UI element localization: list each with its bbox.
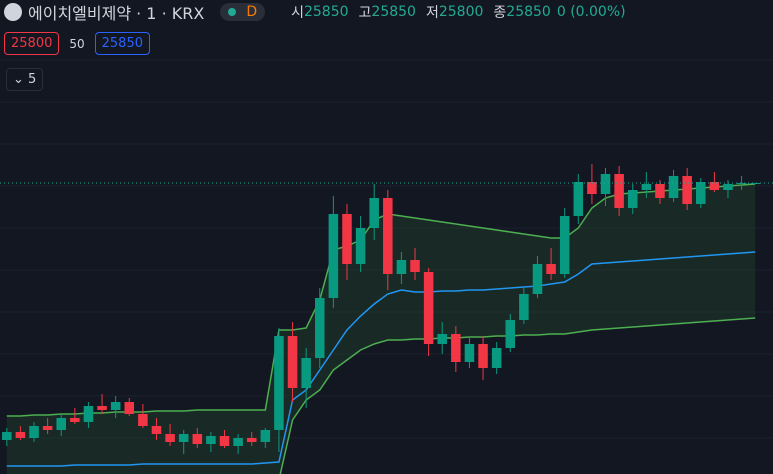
candle-body [178,434,189,442]
candle-body [546,264,556,274]
chevron: ⌄ [13,72,29,87]
indicator-row: ⌄ 5 [6,68,44,91]
candle-body [614,174,624,208]
candle-body [383,198,393,274]
high-value: 25850 [371,4,416,20]
candle-body [110,402,121,410]
open-label: 시 [291,5,304,21]
change: 0 (0.00%) [556,4,626,20]
quote-row: 25800 50 25850 [4,32,150,55]
candle-body [138,414,148,426]
candle-body [600,174,611,194]
candle-body [532,264,543,294]
candle-body [682,176,692,204]
symbol-icon [4,3,22,21]
candle-body [342,214,352,264]
candle-body [233,438,243,446]
candle-body [464,344,475,362]
high-label: 고 [358,5,372,21]
candle-body [192,434,203,444]
candle-body [573,182,584,216]
candle-body [736,183,747,184]
candle-body [246,438,257,442]
candle-body [274,336,284,430]
interval-badge: D [246,4,258,20]
candle-body [696,182,706,204]
candle-body [559,216,570,274]
candle-body [260,430,271,442]
candle-body [56,418,66,430]
candle-body [165,434,175,442]
candle-body [328,214,339,298]
candle-body [97,406,107,410]
candle-body [83,406,94,422]
indicator-count: 5 [28,72,37,87]
candle-body [15,432,26,438]
candle-body [437,334,447,344]
close-value: 25850 [506,4,551,20]
candle-body [206,436,216,444]
candle-body [301,358,311,388]
band-line [6,251,756,467]
candle-body [587,182,597,194]
low-value: 25800 [438,4,484,20]
candle-body [451,334,461,362]
badge[interactable]: D [220,3,266,21]
candle-body [287,336,298,388]
candle-body [151,426,162,434]
candle-body [655,184,665,198]
candle-body [423,272,434,344]
symbol[interactable]: 에이치엘비제약 · 1 · KRX [28,4,205,23]
status-dot [228,8,237,16]
candle-body [491,348,502,368]
candle-body [505,320,516,348]
candle-body [410,260,420,272]
candle-body [219,436,230,446]
candle-body [369,198,379,228]
candle-body [668,176,679,198]
candle-body [124,402,135,414]
candle-body [70,418,80,422]
candle-body [750,183,760,184]
candle-body [723,184,733,190]
candle-body [29,426,39,438]
open-value: 25850 [303,4,349,20]
candle-body [396,260,407,274]
indicator-toggle[interactable]: ⌄ 5 [6,68,44,91]
low-label: 저 [425,5,439,21]
candle-body [519,294,529,320]
symbol-row: 에이치엘비제약 · 1 · KRX D 시 25850 고 25850 저 25800… [4,2,626,23]
candle-body [355,228,366,264]
candle-body [315,298,325,358]
candle-body [641,184,652,190]
spread: 50 [69,36,85,51]
ask[interactable]: 25850 [94,32,150,55]
bid[interactable]: 25800 [4,32,60,55]
band-line [279,317,756,474]
candle-body [478,344,488,368]
close-label: 종 [493,5,507,21]
candle-body [2,432,12,440]
header: 에이치엘비제약 · 1 · KRX D 시 25850 고 25850 저 25800… [0,0,773,100]
candle-body [709,182,720,190]
candle-body [42,426,53,430]
candle-body [627,190,638,208]
